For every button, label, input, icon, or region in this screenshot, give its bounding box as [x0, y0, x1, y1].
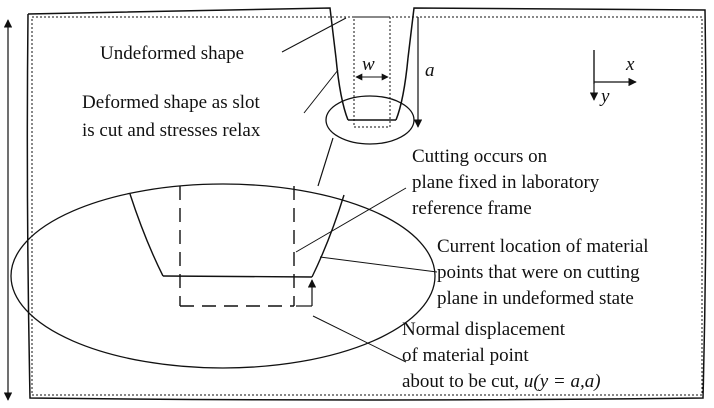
label-current-line1: Current location of material	[437, 236, 649, 257]
label-normal-line3-math: u(y = a,a)	[524, 371, 601, 392]
slot-depth-symbol: a	[425, 60, 435, 81]
magnified-slot-right-wall	[311, 194, 345, 278]
deformed-slot-right-wall	[395, 57, 409, 121]
label-cutting-line3: reference frame	[412, 198, 532, 219]
leader-deformed	[303, 69, 339, 114]
label-normal-line2: of material point	[402, 345, 529, 366]
x-axis-symbol: x	[625, 54, 635, 75]
label-normal-line3-prefix: about to be cut,	[402, 371, 524, 392]
body-outline	[26, 7, 707, 401]
label-normal-line3: about to be cut, u(y = a,a)	[402, 371, 601, 392]
leader-undeformed	[281, 17, 347, 53]
magnifier-large-ellipse	[10, 183, 436, 369]
label-deformed-line1: Deformed shape as slot	[82, 92, 261, 113]
leader-cutting	[295, 187, 407, 253]
label-current-line3: plane in undeformed state	[437, 288, 634, 309]
label-cutting-line1: Cutting occurs on	[412, 146, 548, 167]
magnifier-small-ellipse	[325, 95, 415, 145]
leader-current	[319, 256, 438, 273]
slot-width-symbol: w	[362, 54, 375, 75]
label-cutting-line2: plane fixed in laboratory	[412, 172, 600, 193]
y-axis-symbol: y	[599, 86, 610, 107]
label-deformed-line2: is cut and stresses relax	[82, 120, 261, 141]
deformed-slot-left-wall	[335, 57, 349, 121]
label-undeformed-shape: Undeformed shape	[100, 43, 244, 64]
label-current-line2: points that were on cutting	[437, 262, 640, 283]
label-normal-line1: Normal displacement	[402, 319, 566, 340]
leader-normal	[312, 315, 407, 363]
magnified-slot-bottom	[162, 275, 313, 278]
magnifier-connector	[317, 137, 334, 187]
undeformed-slot	[353, 16, 391, 128]
magnified-slot-left-wall	[129, 193, 164, 277]
